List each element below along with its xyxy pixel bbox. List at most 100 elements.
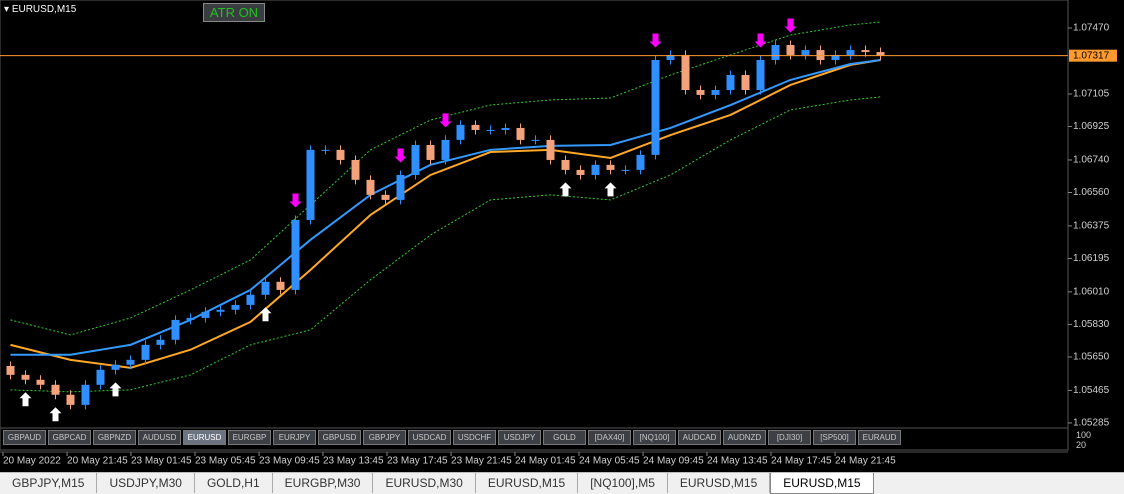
candle-body — [276, 281, 285, 290]
y-tick-label: 1.06010 — [1073, 287, 1110, 298]
chart-tab[interactable]: EURUSD,M30 — [373, 473, 476, 493]
chart-symbol: ▾ EURUSD,M15 — [4, 4, 77, 15]
candle-body — [426, 144, 435, 160]
symbol-button[interactable]: AUDNZD — [723, 430, 766, 445]
chart-tab[interactable]: EURUSD,M15 — [770, 473, 874, 494]
candle-body — [456, 124, 465, 140]
symbol-button[interactable]: GBPUSD — [318, 430, 361, 445]
candle-body — [126, 359, 135, 365]
candle-body — [471, 124, 480, 130]
envelope-line — [10, 96, 881, 393]
candle-body — [156, 339, 165, 345]
candle-body — [771, 45, 780, 61]
candle-body — [636, 154, 645, 170]
candle-body — [861, 50, 870, 53]
symbol-button[interactable]: GBPNZD — [93, 430, 136, 445]
symbol-button[interactable]: GBPCAD — [48, 430, 91, 445]
symbol-button[interactable]: AUDCAD — [678, 430, 721, 445]
candle-body — [366, 179, 375, 195]
y-tick-label: 1.05830 — [1073, 319, 1110, 330]
sell-arrow — [754, 33, 767, 48]
buy-arrow — [604, 182, 617, 197]
atr-button[interactable]: ATR ON — [203, 3, 265, 22]
price-tag-label: 1.07317 — [1073, 50, 1110, 61]
candle-body — [711, 90, 720, 95]
moving-average — [10, 59, 881, 369]
chart-tab[interactable]: GOLD,H1 — [195, 473, 273, 493]
chart-tab[interactable]: EURUSD,M15 — [668, 473, 771, 493]
y-tick-label: 1.06560 — [1073, 187, 1110, 198]
candle-body — [216, 309, 225, 312]
sell-arrow — [439, 113, 452, 128]
symbol-button[interactable]: USDCAD — [408, 430, 451, 445]
symbol-button[interactable]: [NQ100] — [633, 430, 676, 445]
candle-body — [606, 164, 615, 170]
chart-tab[interactable]: GBPJPY,M15 — [0, 473, 98, 493]
buy-arrow — [49, 407, 62, 422]
candle-body — [96, 369, 105, 385]
symbol-button[interactable]: GOLD — [543, 430, 586, 445]
candle-body — [411, 144, 420, 175]
candle-body — [111, 364, 120, 370]
x-tick-label: 24 May 05:45 — [579, 456, 640, 467]
x-tick-label: 20 May 2022 — [3, 456, 61, 467]
chart-tab[interactable]: EURGBP,M30 — [273, 473, 374, 493]
symbol-button[interactable]: GBPJPY — [363, 430, 406, 445]
candle-body — [666, 54, 675, 61]
sell-arrow — [289, 193, 302, 208]
candle-body — [696, 90, 705, 95]
candle-body — [21, 374, 30, 380]
chart-tab[interactable]: USDJPY,M30 — [97, 473, 195, 493]
candle-body — [756, 60, 765, 91]
indicator-level: 100 — [1076, 430, 1092, 440]
x-tick-label: 24 May 17:45 — [771, 456, 832, 467]
candle-body — [246, 294, 255, 305]
symbol-button[interactable]: AUDUSD — [138, 430, 181, 445]
candle-body — [486, 129, 495, 131]
chart-tab[interactable]: EURUSD,M15 — [476, 473, 579, 493]
symbol-button[interactable]: USDJPY — [498, 430, 541, 445]
symbol-button[interactable]: EURUSD — [183, 430, 226, 445]
buy-arrow — [559, 182, 572, 197]
sell-arrow — [394, 148, 407, 163]
symbol-button[interactable]: [DAX40] — [588, 430, 631, 445]
symbol-button[interactable]: EURJPY — [273, 430, 316, 445]
candle-body — [201, 311, 210, 318]
symbol-button[interactable]: [SP500] — [813, 430, 856, 445]
indicator-level: 20 — [1076, 440, 1087, 450]
x-tick-label: 23 May 17:45 — [387, 456, 448, 467]
y-tick-label: 1.06375 — [1073, 221, 1110, 232]
x-tick-label: 23 May 09:45 — [259, 456, 320, 467]
candle-body — [321, 149, 330, 151]
candle-body — [441, 139, 450, 160]
x-tick-label: 23 May 05:45 — [195, 456, 256, 467]
candle-body — [591, 164, 600, 175]
candle-body — [381, 194, 390, 200]
y-tick-label: 1.06740 — [1073, 155, 1110, 166]
symbol-button[interactable]: GBPAUD — [3, 430, 46, 445]
candle-body — [261, 281, 270, 295]
candle-body — [831, 54, 840, 61]
symbol-button[interactable]: USDCHF — [453, 430, 496, 445]
candle-body — [336, 149, 345, 160]
symbol-label: EURUSD,M15 — [11, 4, 77, 15]
chart-tab[interactable]: [NQ100],M5 — [578, 473, 668, 493]
sell-arrow — [784, 18, 797, 33]
x-tick-label: 23 May 13:45 — [323, 456, 384, 467]
symbol-button[interactable]: [DJI30] — [768, 430, 811, 445]
candle-body — [501, 127, 510, 130]
candle-body — [621, 169, 630, 171]
candle-body — [306, 149, 315, 220]
candle-body — [81, 384, 90, 405]
candle-body — [396, 174, 405, 200]
x-tick-label: 24 May 09:45 — [643, 456, 704, 467]
symbol-button[interactable]: EURAUD — [858, 430, 901, 445]
candle-body — [141, 344, 150, 360]
candle-body — [561, 159, 570, 170]
buy-arrow — [109, 382, 122, 397]
symbol-button[interactable]: EURGBP — [228, 430, 271, 445]
chart-tabs: GBPJPY,M15 USDJPY,M30 GOLD,H1 EURGBP,M30 EUR… — [0, 472, 1124, 494]
candle-body — [726, 75, 735, 91]
